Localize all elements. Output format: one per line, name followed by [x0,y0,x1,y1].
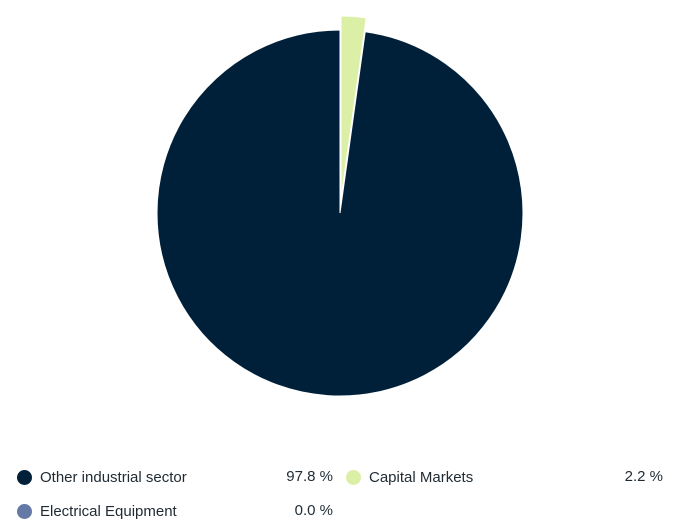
legend-swatch [17,469,32,485]
pie-slice-capital-markets[interactable] [340,15,367,200]
legend-label: Electrical Equipment [40,502,177,520]
pie-chart [156,15,524,397]
legend-label: Other industrial sector [40,468,187,486]
pie-slices [156,15,524,397]
legend-value: 2.2 % [624,468,663,485]
legend-value: 97.8 % [286,468,333,485]
legend-value: 0.0 % [294,502,333,519]
legend-swatch [17,503,32,519]
legend-label: Capital Markets [369,468,474,486]
legend-item-other-industrial-sector[interactable]: Other industrial sector [17,466,187,488]
legend-item-electrical-equipment[interactable]: Electrical Equipment [17,500,177,522]
legend-swatch [346,469,361,485]
pie-slice-other-industrial-sector[interactable] [156,29,524,397]
legend-item-capital-markets[interactable]: Capital Markets [346,466,473,488]
chart-legend: Other industrial sector 97.8 % Capital M… [0,460,679,522]
